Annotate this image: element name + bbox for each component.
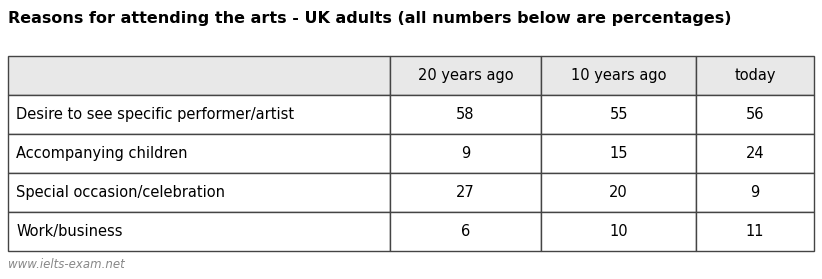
Text: 15: 15 [609, 146, 628, 161]
Text: Accompanying children: Accompanying children [16, 146, 188, 161]
Text: 9: 9 [750, 185, 760, 200]
Bar [8, 173, 390, 212]
Text: Desire to see specific performer/artist: Desire to see specific performer/artist [16, 107, 294, 122]
Bar [696, 95, 814, 134]
Bar [390, 134, 541, 173]
Text: 11: 11 [746, 224, 764, 239]
Bar [696, 173, 814, 212]
Text: 10: 10 [609, 224, 628, 239]
Bar [390, 173, 541, 212]
Bar [8, 56, 390, 95]
Text: www.ielts-exam.net: www.ielts-exam.net [8, 258, 125, 271]
Text: today: today [734, 68, 776, 83]
Bar [696, 212, 814, 251]
Text: Work/business: Work/business [16, 224, 123, 239]
Bar [390, 56, 541, 95]
Bar [696, 134, 814, 173]
Bar [696, 56, 814, 95]
Text: 10 years ago: 10 years ago [571, 68, 667, 83]
Bar [8, 134, 390, 173]
Bar [541, 95, 696, 134]
Bar [541, 173, 696, 212]
Bar [541, 212, 696, 251]
Bar [8, 95, 390, 134]
Bar [541, 134, 696, 173]
Bar [8, 212, 390, 251]
Text: Reasons for attending the arts - UK adults (all numbers below are percentages): Reasons for attending the arts - UK adul… [8, 11, 732, 26]
Bar [390, 95, 541, 134]
Text: 20 years ago: 20 years ago [418, 68, 514, 83]
Bar [541, 56, 696, 95]
Text: 55: 55 [609, 107, 628, 122]
Text: 56: 56 [746, 107, 764, 122]
Text: Special occasion/celebration: Special occasion/celebration [16, 185, 225, 200]
Bar [390, 212, 541, 251]
Text: 24: 24 [746, 146, 764, 161]
Text: 20: 20 [609, 185, 628, 200]
Text: 6: 6 [461, 224, 470, 239]
Text: 9: 9 [461, 146, 470, 161]
Text: 27: 27 [456, 185, 475, 200]
Text: 58: 58 [456, 107, 475, 122]
